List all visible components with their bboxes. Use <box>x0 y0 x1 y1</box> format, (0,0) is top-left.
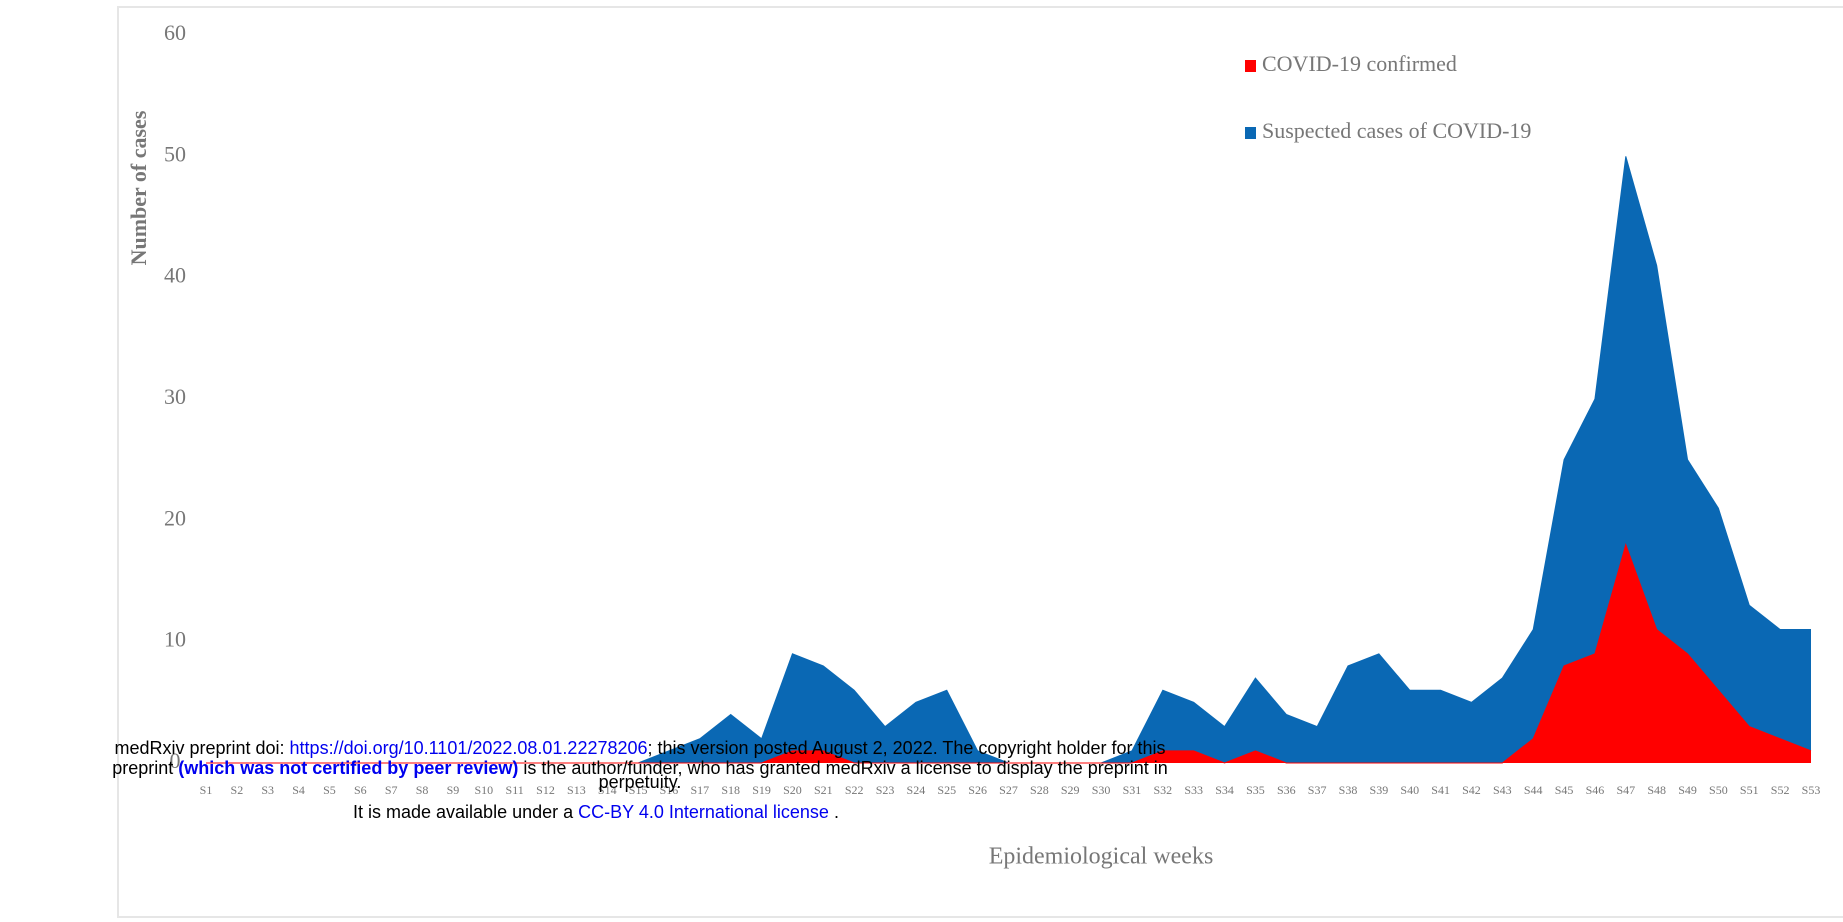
x-tick-label: S39 <box>1370 783 1389 797</box>
x-tick-label: S3 <box>261 783 274 797</box>
x-tick-label: S7 <box>385 783 398 797</box>
x-tick-label: S10 <box>474 783 493 797</box>
y-tick-label: 10 <box>164 627 186 652</box>
x-tick-label: S49 <box>1678 783 1697 797</box>
x-tick-label: S35 <box>1246 783 1265 797</box>
x-tick-label: S1 <box>200 783 213 797</box>
x-tick-label: S14 <box>598 783 617 797</box>
x-tick-label: S22 <box>845 783 864 797</box>
x-tick-label: S11 <box>506 783 524 797</box>
doi-link[interactable]: https://doi.org/10.1101/2022.08.01.22278… <box>289 738 648 758</box>
y-tick-label: 40 <box>164 263 186 288</box>
area-edge <box>206 542 1812 764</box>
x-tick-label: S46 <box>1586 783 1605 797</box>
x-axis-title: Epidemiological weeks <box>989 844 1214 870</box>
notice-line: medRxiv preprint doi: https://doi.org/10… <box>0 738 1280 758</box>
x-tick-label: S4 <box>292 783 305 797</box>
x-tick-label: S24 <box>907 783 926 797</box>
area-fill <box>206 544 1811 763</box>
x-tick-label: S52 <box>1771 783 1790 797</box>
x-tick-label: S36 <box>1277 783 1296 797</box>
x-tick-label: S23 <box>876 783 895 797</box>
x-tick-label: S19 <box>752 783 771 797</box>
legend-label: Suspected cases of COVID-19 <box>1262 118 1531 143</box>
y-axis-title: Number of cases <box>126 110 151 265</box>
x-tick-label: S43 <box>1493 783 1512 797</box>
x-tick-label: S8 <box>416 783 429 797</box>
license-notice: It is made available under a CC-BY 4.0 I… <box>353 802 839 822</box>
x-tick-label: S28 <box>1030 783 1049 797</box>
notice-text: . <box>828 802 839 822</box>
x-tick-label: S50 <box>1709 783 1728 797</box>
y-tick-label: 20 <box>164 505 186 530</box>
x-tick-label: S31 <box>1123 783 1142 797</box>
x-tick-label: S5 <box>323 783 336 797</box>
x-tick-label: S30 <box>1092 783 1111 797</box>
x-tick-label: S37 <box>1308 783 1327 797</box>
x-tick-label: S17 <box>691 783 710 797</box>
legend-swatch <box>1245 127 1256 139</box>
x-tick-label: S9 <box>447 783 460 797</box>
notice-text: is the author/funder, who has granted me… <box>518 758 1168 778</box>
x-tick-label: S45 <box>1555 783 1574 797</box>
peer-review-link[interactable]: (which was not certified by peer review) <box>178 758 519 778</box>
notice-line: preprint (which was not certified by pee… <box>0 758 1280 778</box>
legend-swatch <box>1245 60 1256 72</box>
x-tick-label: S38 <box>1339 783 1358 797</box>
x-tick-label: S21 <box>814 783 833 797</box>
y-tick-label: 50 <box>164 141 186 166</box>
x-tick-label: S48 <box>1647 783 1666 797</box>
x-tick-label: S25 <box>937 783 956 797</box>
y-tick-label: 30 <box>164 384 186 409</box>
x-tick-label: S26 <box>968 783 987 797</box>
notice-text: It is made available under a <box>353 802 579 822</box>
preprint-notice: medRxiv preprint doi: https://doi.org/10… <box>0 738 1280 792</box>
chart-frame <box>117 6 1843 918</box>
x-tick-label: S41 <box>1431 783 1450 797</box>
x-tick-label: S51 <box>1740 783 1759 797</box>
x-tick-label: S34 <box>1215 783 1234 797</box>
y-tick-label: 0 <box>170 748 181 773</box>
x-tick-label: S18 <box>721 783 740 797</box>
x-tick-label: S12 <box>536 783 555 797</box>
license-link[interactable]: CC-BY 4.0 International license <box>578 802 829 822</box>
x-tick-label: S27 <box>999 783 1018 797</box>
x-tick-label: S16 <box>660 783 679 797</box>
notice-text: perpetuity. <box>598 772 682 792</box>
notice-text: medRxiv preprint doi: <box>114 738 290 758</box>
y-tick-label: 60 <box>164 20 186 45</box>
x-tick-label: S53 <box>1802 783 1821 797</box>
x-tick-label: S32 <box>1153 783 1172 797</box>
notice-line: perpetuity. <box>0 772 1280 792</box>
x-tick-label: S40 <box>1400 783 1419 797</box>
x-tick-label: S29 <box>1061 783 1080 797</box>
x-tick-label: S47 <box>1616 783 1635 797</box>
x-tick-label: S42 <box>1462 783 1481 797</box>
notice-text: preprint <box>112 758 179 778</box>
x-tick-label: S33 <box>1184 783 1203 797</box>
notice-text: ; this version posted August 2, 2022. Th… <box>647 738 1166 758</box>
x-tick-label: S15 <box>629 783 648 797</box>
x-tick-label: S44 <box>1524 783 1543 797</box>
x-tick-label: S2 <box>231 783 244 797</box>
x-tick-label: S13 <box>567 783 586 797</box>
x-tick-label: S20 <box>783 783 802 797</box>
legend-label: COVID-19 confirmed <box>1262 51 1457 76</box>
x-tick-label: S6 <box>354 783 367 797</box>
